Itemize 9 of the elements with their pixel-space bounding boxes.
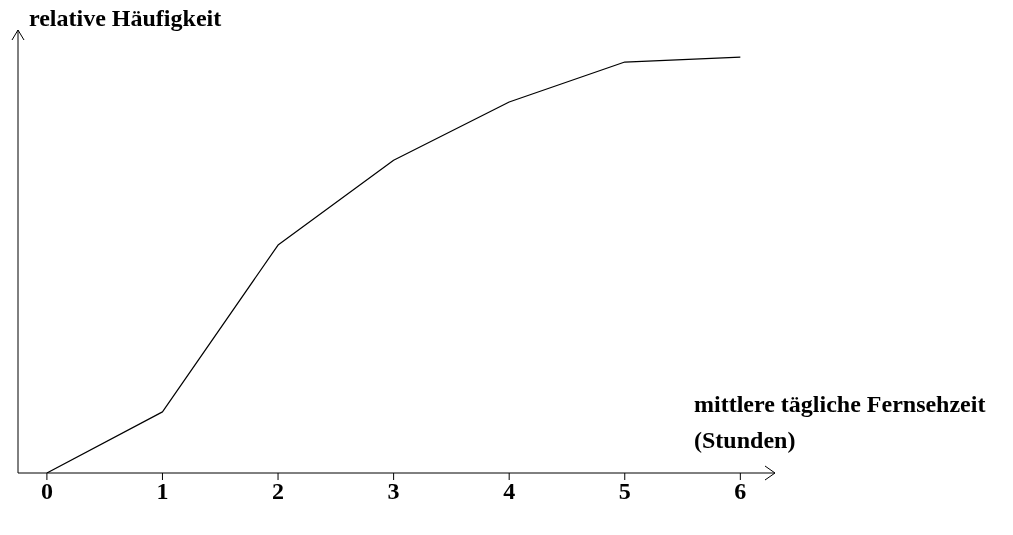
x-tick-label: 1 [156, 478, 169, 505]
x-tick-label: 4 [503, 478, 516, 505]
x-tick-label: 0 [40, 478, 53, 505]
x-tick-label: 6 [734, 478, 747, 505]
x-tick-label: 3 [387, 478, 400, 505]
x-tick-label: 2 [272, 478, 285, 505]
y-axis-title: relative Häufigkeit [29, 5, 222, 32]
x-tick-label: 5 [618, 478, 631, 505]
x-axis-title: mittlere tägliche Fernsehzeit (Stunden) [694, 390, 987, 455]
